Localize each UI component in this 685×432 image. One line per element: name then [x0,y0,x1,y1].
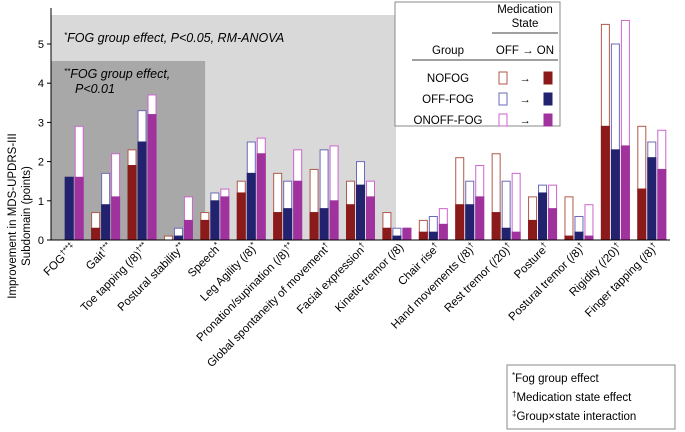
footnote-interaction: ‡Group×state interaction [512,409,636,423]
legend-title-line1: Medication [497,4,553,16]
bar-on-onoff-fog-facial-expression [366,196,375,241]
legend-arrow: → [519,115,531,127]
bar-off-onoff-fog-postural-tremor-8 [584,204,594,241]
bar-off-onoff-fog-rest-tremor-20 [511,172,521,241]
bar-on-nofog-finger-tapping-8 [637,188,647,241]
bar-on-onoff-fog-leg-agility-8 [256,153,266,241]
bar-on-nofog-kinetic-tremor-8 [382,227,392,241]
x-tick-label-rest-tremor-20: Rest tremor (/20)† [441,240,516,315]
legend-off-swatch-nofog [498,71,508,85]
legend-on-swatch-onoff-fog [543,113,553,127]
bar-on-onoff-fog-finger-tapping-8 [657,168,667,241]
bar-on-off-fog-postural-stability [173,235,183,241]
legend-off-swatch-onoff-fog [498,113,508,127]
legend: Medication State Group OFF → ON NOFOG → OF… [394,1,561,127]
bar-on-onoff-fog-postural-stability [183,219,193,241]
legend-arrow: → [519,94,531,106]
legend-frame [394,1,561,127]
bar-on-off-fog-gait [101,204,111,241]
bar-on-off-fog-rest-tremor-20 [501,227,511,241]
bar-on-nofog-speech [200,219,210,241]
bar-on-onoff-fog-kinetic-tremor-8 [402,227,412,241]
y-axis-label-line2: Subdomain (points) [21,166,33,266]
bar-on-nofog-facial-expression [346,204,355,241]
bar-on-onoff-fog-postural-tremor-8 [584,235,594,241]
bar-on-onoff-fog-pronation-supination-8 [293,180,303,241]
y-axis-label-line1: Improvement in MDS-UPDRS-III [7,133,19,299]
bar-off-nofog-postural-tremor-8 [564,196,574,241]
bar-on-off-fog-posture [538,192,548,241]
bar-on-nofog-posture [528,219,538,241]
bar-on-nofog-pronation-supination-8 [273,212,283,241]
footnote-box: *Fog group effect †Medication state effe… [506,364,676,430]
legend-on-swatch-off-fog [543,92,553,106]
bar-on-onoff-fog-global-spontaneity-of-movement [329,200,339,241]
x-tick-label-toe-tapping-8: Toe tapping (/8)†** [77,240,151,314]
bar-on-onoff-fog-chair-rise [438,223,448,241]
bar-on-nofog-gait [91,227,101,241]
x-tick-label-kinetic-tremor-8: Kinetic tremor (/8) [333,242,406,315]
bar-on-off-fog-toe-tapping-8 [137,141,147,241]
y-tick-label: 2 [38,157,44,169]
bar-on-off-fog-kinetic-tremor-8 [392,235,402,241]
legend-state-header: OFF → ON [496,45,554,57]
annotation-dark-line2: P<0.01 [75,82,115,96]
bar-on-off-fog-chair-rise [428,231,438,241]
bar-on-onoff-fog-posture [548,208,558,241]
x-tick-label-gait: Gait†** [83,240,115,272]
legend-label-off-fog: OFF-FOG [422,94,474,106]
legend-title-line2: State [512,18,539,30]
bar-on-off-fog-facial-expression [356,184,365,241]
bar-on-onoff-fog-hand-movements-8 [475,196,485,241]
annotation-light: *FOG group effect, P<0.05, RM-ANOVA [64,31,284,45]
bar-on-nofog-rigidity-20 [600,125,610,241]
bar-on-off-fog-postural-tremor-8 [574,231,584,241]
x-tick-label-speech: Speech* [185,240,225,280]
bar-on-onoff-fog-toe-tapping-8 [147,114,157,241]
bar-on-nofog-postural-tremor-8 [564,235,574,241]
bar-on-onoff-fog-speech [220,196,230,241]
y-tick-label: 3 [38,117,44,129]
y-tick-label: 0 [38,235,44,247]
bar-on-off-fog-hand-movements-8 [465,204,475,241]
bar-on-off-fog-fog [64,176,74,241]
bar-on-nofog-chair-rise [418,231,428,241]
x-tick-label-fog: FOG†**‡ [40,240,78,278]
y-tick-label: 4 [38,78,44,90]
bar-on-onoff-fog-rigidity-20 [620,145,630,241]
bar-on-off-fog-leg-agility-8 [246,172,256,241]
bar-on-off-fog-pronation-supination-8 [283,208,293,241]
bar-on-off-fog-rigidity-20 [610,149,620,241]
x-tick-label-postural-stability: Postural stability** [114,240,188,314]
bar-on-nofog-hand-movements-8 [455,204,465,241]
bar-on-onoff-fog-rest-tremor-20 [511,231,521,241]
legend-label-onoff-fog: ONOFF-FOG [414,115,483,127]
bar-off-nofog-postural-stability [163,235,173,241]
y-tick-label: 5 [38,39,44,51]
legend-group-header: Group [432,45,464,57]
bar-on-off-fog-finger-tapping-8 [647,157,657,241]
bar-on-onoff-fog-gait [111,196,121,241]
legend-arrow: → [519,73,531,85]
bar-on-onoff-fog-fog [74,176,84,241]
legend-label-nofog: NOFOG [427,73,469,85]
bar-on-nofog-toe-tapping-8 [127,165,137,241]
y-tick-label: 1 [38,196,44,208]
bar-on-nofog-leg-agility-8 [236,192,246,241]
legend-off-swatch-off-fog [498,92,508,106]
legend-on-swatch-nofog [543,71,553,85]
bar-on-off-fog-speech [210,200,220,241]
footnote-medication-state: †Medication state effect [512,390,632,404]
bar-on-nofog-rest-tremor-20 [491,212,501,241]
bar-on-nofog-global-spontaneity-of-movement [309,212,319,241]
bar-on-off-fog-global-spontaneity-of-movement [319,208,329,241]
footnote-frame [506,364,676,430]
annotation-dark-line1: **FOG group effect, [64,67,170,81]
footnote-fog-group: *Fog group effect [512,371,599,385]
